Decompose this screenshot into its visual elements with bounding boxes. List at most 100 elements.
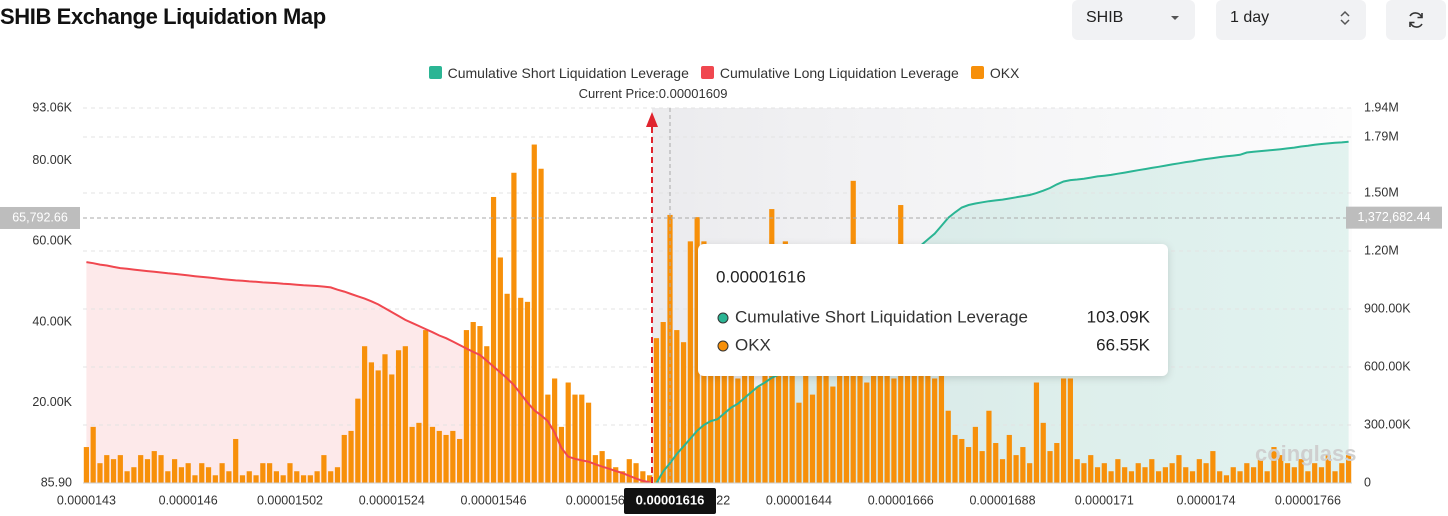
bar bbox=[395, 350, 402, 483]
bar bbox=[341, 434, 347, 483]
bar bbox=[457, 438, 463, 483]
line-area bbox=[86, 262, 650, 483]
bar bbox=[172, 459, 178, 483]
bar bbox=[864, 382, 870, 483]
bar bbox=[1162, 467, 1168, 483]
bar bbox=[938, 322, 945, 483]
bar bbox=[307, 475, 313, 483]
bar bbox=[1020, 447, 1026, 483]
bar bbox=[280, 475, 286, 483]
legend-text: Cumulative Short Liquidation Leverage bbox=[447, 65, 689, 81]
bar bbox=[117, 455, 123, 483]
bar bbox=[830, 386, 836, 483]
period-select[interactable]: 1 day bbox=[1216, 0, 1366, 40]
bar bbox=[138, 455, 144, 483]
bar bbox=[884, 330, 890, 483]
bar bbox=[1346, 455, 1352, 483]
x-pointer-box bbox=[623, 488, 716, 514]
x-tick-label: 0.00001524 bbox=[359, 493, 425, 507]
y2-tick-label: 1.20M bbox=[1364, 243, 1399, 257]
bar bbox=[90, 426, 96, 483]
bar bbox=[443, 434, 449, 483]
bar bbox=[972, 426, 978, 483]
crosshair-right-box bbox=[1346, 206, 1442, 229]
bar bbox=[165, 471, 171, 483]
bar bbox=[1305, 471, 1311, 483]
x-tick-label: 0.0000143 bbox=[57, 493, 116, 507]
bar bbox=[735, 378, 741, 483]
line bbox=[655, 140, 1349, 484]
bar bbox=[463, 330, 470, 483]
legend-item[interactable]: Cumulative Long Liquidation Leverage bbox=[700, 65, 959, 81]
bar bbox=[362, 346, 368, 483]
period-select-text: 1 day bbox=[1230, 9, 1270, 26]
legend-item[interactable]: OKX bbox=[970, 65, 1019, 81]
bar bbox=[1128, 471, 1135, 483]
bar bbox=[192, 475, 198, 483]
bar bbox=[565, 382, 571, 483]
bar bbox=[843, 322, 850, 483]
legend-swatch bbox=[700, 66, 714, 79]
refresh-button[interactable] bbox=[1386, 0, 1446, 40]
bar bbox=[382, 354, 388, 483]
bar bbox=[1223, 475, 1230, 483]
y-tick-label: 80.00K bbox=[32, 153, 72, 167]
bar bbox=[110, 459, 117, 483]
tooltip-title: 0.00001616 bbox=[716, 267, 806, 286]
bar bbox=[314, 471, 320, 483]
bar bbox=[1251, 467, 1257, 483]
bar bbox=[124, 471, 130, 483]
bar bbox=[300, 475, 307, 483]
current-price-arrow bbox=[646, 112, 658, 127]
x-tick-label: 0.00001502 bbox=[257, 493, 323, 507]
bar bbox=[1203, 463, 1209, 483]
bar bbox=[239, 475, 246, 483]
bar bbox=[1074, 459, 1080, 483]
bar bbox=[877, 362, 883, 483]
x-tick-label: 0.00001766 bbox=[1275, 493, 1341, 507]
bar bbox=[558, 426, 565, 483]
coin-select[interactable]: SHIB bbox=[1072, 0, 1195, 40]
bar bbox=[748, 362, 755, 483]
bar bbox=[993, 443, 999, 483]
bar bbox=[911, 338, 917, 483]
bar bbox=[470, 322, 476, 483]
bar bbox=[151, 451, 157, 483]
y2-tick-label: 1.79M bbox=[1364, 129, 1399, 143]
bar bbox=[619, 471, 626, 483]
bar bbox=[1027, 463, 1033, 483]
bar bbox=[219, 463, 225, 483]
bar bbox=[959, 438, 965, 483]
bar bbox=[402, 346, 408, 483]
legend-item[interactable]: Cumulative Short Liquidation Leverage bbox=[428, 65, 689, 81]
bar bbox=[796, 402, 802, 483]
bar bbox=[965, 447, 972, 483]
bar bbox=[816, 342, 822, 483]
bar bbox=[640, 471, 646, 483]
x-tick-label: 0.0000171 bbox=[1075, 493, 1134, 507]
x-tick-label: 0.00001688 bbox=[969, 493, 1035, 507]
bar bbox=[511, 172, 517, 483]
bar bbox=[1013, 455, 1019, 483]
bar bbox=[1040, 422, 1046, 483]
tooltip-dot bbox=[717, 340, 729, 352]
bar bbox=[1149, 459, 1155, 483]
bar bbox=[97, 463, 103, 483]
bar bbox=[1332, 471, 1338, 483]
bar bbox=[1318, 467, 1325, 483]
bar bbox=[185, 463, 191, 483]
bar bbox=[904, 354, 911, 483]
bar bbox=[334, 467, 341, 483]
bar bbox=[158, 455, 164, 483]
bar bbox=[1210, 451, 1216, 483]
bar bbox=[1257, 459, 1263, 483]
crosshair-left-label: 65,792.66 bbox=[12, 210, 68, 224]
bar bbox=[1271, 447, 1277, 483]
x-pointer-label: 0.00001616 bbox=[636, 492, 705, 507]
bar bbox=[762, 370, 768, 483]
bar bbox=[653, 338, 660, 483]
bar bbox=[423, 330, 429, 483]
bar bbox=[579, 394, 585, 483]
bar bbox=[1115, 459, 1121, 483]
bar bbox=[647, 475, 653, 483]
